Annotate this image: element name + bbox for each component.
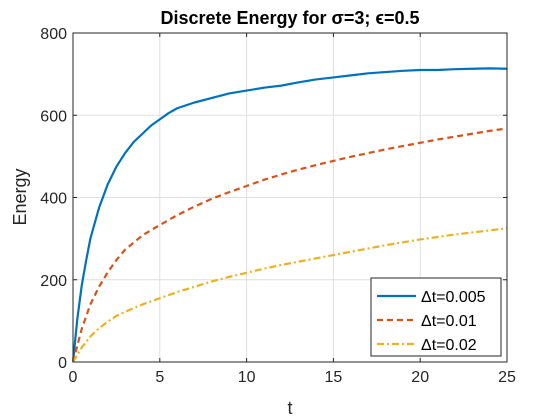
legend-label-2: Δt=0.01 (421, 313, 477, 330)
series-line-1 (71, 67, 508, 363)
x-tick-label: 25 (498, 369, 516, 386)
y-tick-label: 400 (40, 191, 67, 208)
legend-label-1: Δt=0.005 (421, 289, 486, 306)
x-axis-label: t (287, 398, 292, 418)
y-axis-label: Energy (10, 168, 30, 225)
x-tick-label: 10 (238, 369, 256, 386)
series-line-2 (71, 127, 508, 363)
x-tick-label: 15 (325, 369, 343, 386)
legend: Δt=0.005 Δt=0.01 Δt=0.02 (370, 277, 502, 357)
series-layer (71, 67, 508, 363)
y-tick-label: 800 (40, 26, 67, 43)
x-tick-label: 0 (69, 369, 78, 386)
series-line-3 (72, 227, 508, 363)
ticks: 0 5 10 15 20 25 0 200 400 600 800 (40, 26, 516, 386)
x-tick-label: 20 (411, 369, 429, 386)
chart-title: Discrete Energy for σ=3; ϵ=0.5 (160, 8, 419, 28)
x-tick-label: 5 (155, 369, 164, 386)
y-tick-label: 0 (58, 355, 67, 372)
y-tick-label: 200 (40, 273, 67, 290)
legend-label-3: Δt=0.02 (421, 337, 477, 354)
y-tick-label: 600 (40, 108, 67, 125)
